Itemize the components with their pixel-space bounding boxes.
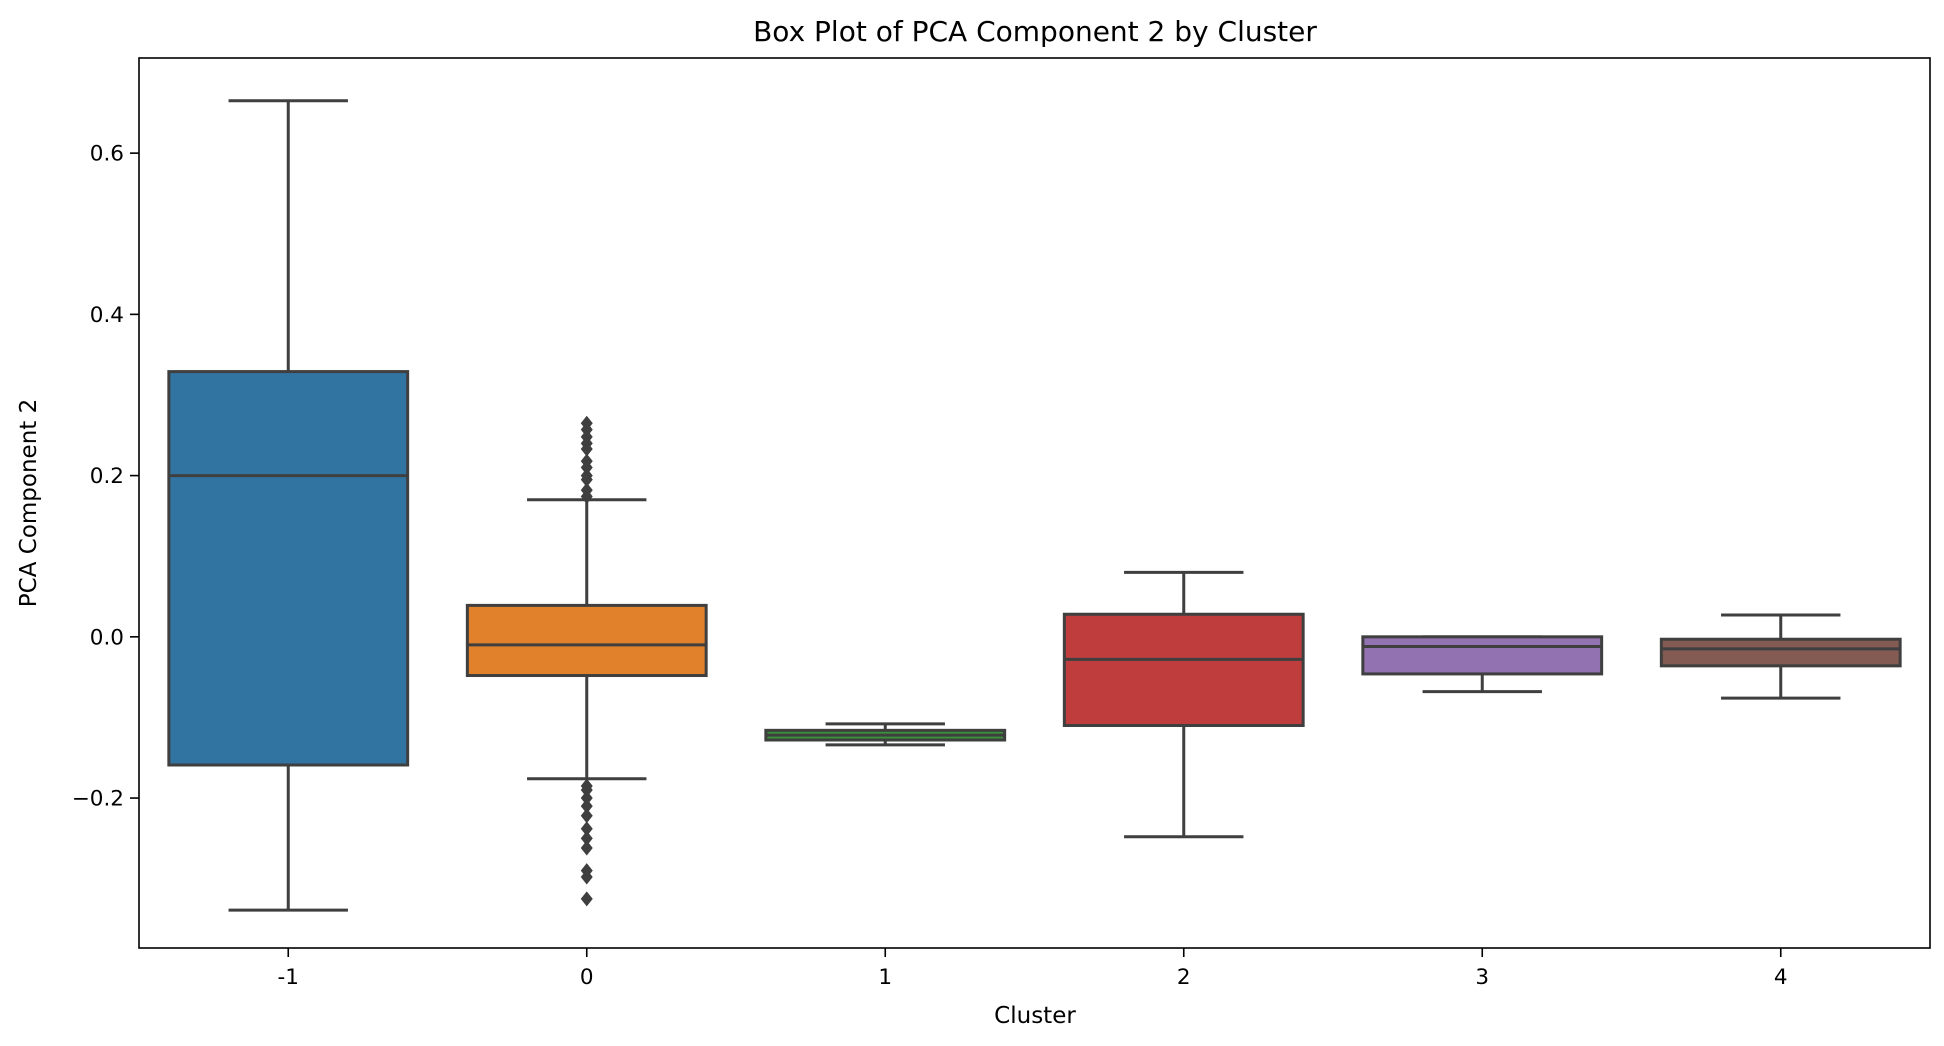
outlier-point <box>580 891 593 907</box>
box-iqr <box>167 370 410 767</box>
outlier-point <box>580 489 593 505</box>
box-iqr <box>1361 635 1604 676</box>
x-tick-label: 0 <box>580 965 594 990</box>
box-group-cluster--1 <box>167 99 410 912</box>
box-iqr <box>1659 637 1902 668</box>
outlier-point <box>580 830 593 846</box>
outlier-point <box>580 869 593 885</box>
outlier-point <box>580 798 593 814</box>
plot-area <box>167 99 1902 912</box>
y-tick-label: 0.2 <box>90 464 124 489</box>
y-tick-label: 0.6 <box>90 142 124 167</box>
outlier-point <box>580 460 593 476</box>
y-tick-label: −0.2 <box>72 787 124 812</box>
box-group-cluster-1 <box>764 722 1007 747</box>
y-tick-label: 0.4 <box>90 303 124 328</box>
x-axis: -1 0 1 2 3 4 <box>278 948 1788 990</box>
x-tick-label: -1 <box>278 965 299 990</box>
plot-frame <box>138 57 1931 949</box>
x-tick-label: 4 <box>1774 965 1788 990</box>
outlier-point <box>580 472 593 488</box>
outlier-point <box>580 821 593 837</box>
y-tick-label: 0.0 <box>90 625 124 650</box>
outlier-point <box>580 441 593 457</box>
outlier-point <box>580 782 593 798</box>
box-group-cluster-0 <box>465 415 708 907</box>
box-iqr <box>465 603 708 678</box>
x-tick-label: 2 <box>1177 965 1191 990</box>
y-axis: −0.2 0.0 0.2 0.4 0.6 <box>72 142 139 812</box>
outlier-point <box>580 840 593 856</box>
y-axis-label: PCA Component 2 <box>16 399 42 607</box>
outlier-point <box>580 790 593 806</box>
chart-title: Box Plot of PCA Component 2 by Cluster <box>753 15 1317 48</box>
x-tick-label: 1 <box>878 965 892 990</box>
box-group-cluster-4 <box>1659 613 1902 700</box>
box-iqr <box>1062 612 1305 727</box>
box-group-cluster-3 <box>1361 635 1604 694</box>
box-group-cluster-2 <box>1062 570 1305 839</box>
x-tick-label: 3 <box>1475 965 1489 990</box>
x-axis-label: Cluster <box>994 1003 1076 1029</box>
outlier-point <box>580 808 593 824</box>
